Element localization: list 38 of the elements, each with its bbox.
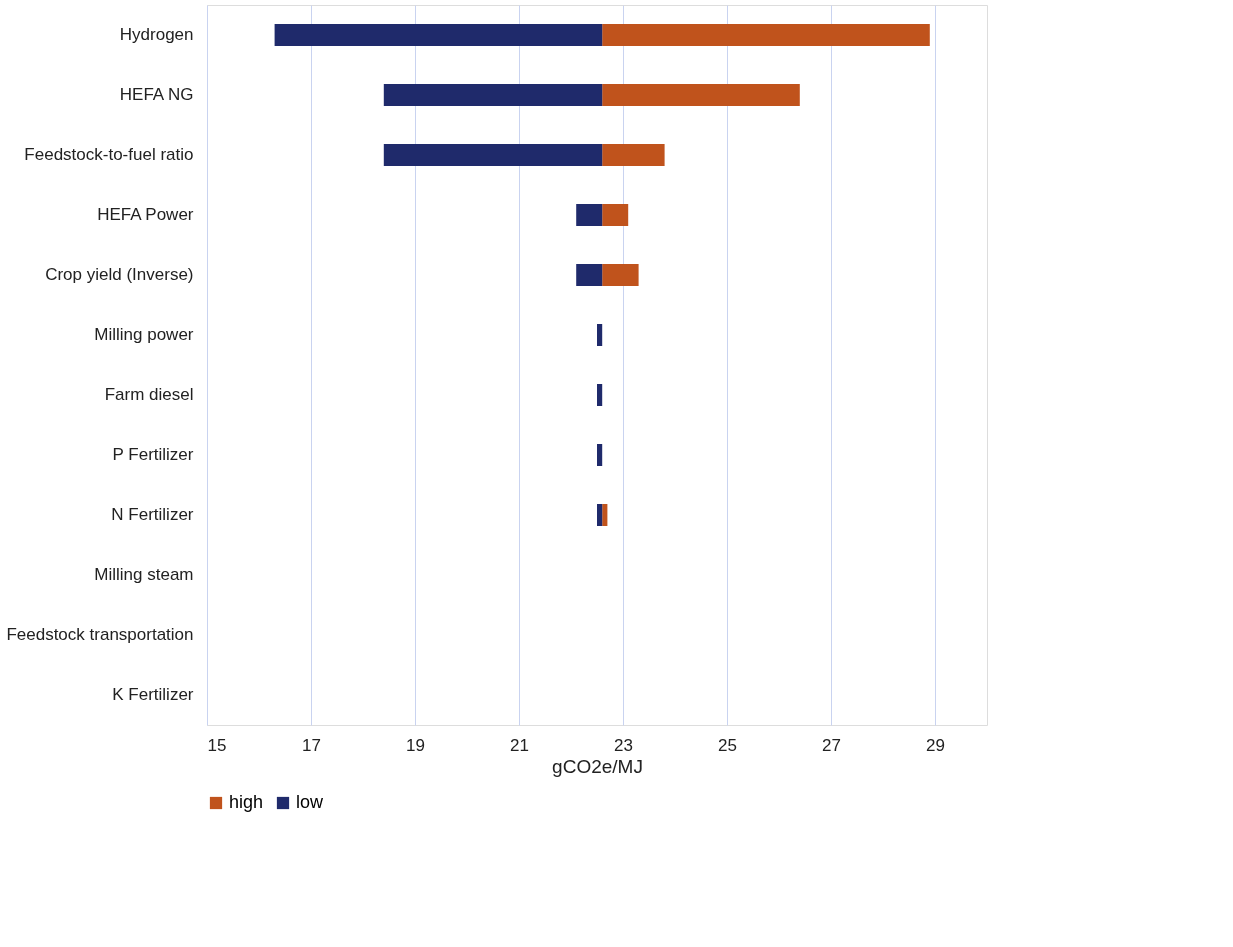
bar — [383, 144, 603, 166]
legend-label: high — [229, 792, 264, 812]
y-tick-label: Feedstock-to-fuel ratio — [24, 145, 194, 164]
x-tick-label: 29 — [926, 735, 945, 755]
bar — [602, 144, 665, 166]
bar — [576, 264, 603, 286]
y-tick-label: Milling power — [94, 325, 194, 344]
x-tick-label: 21 — [510, 735, 529, 755]
y-tick-label: Feedstock transportation — [6, 625, 194, 644]
y-tick-label: HEFA Power — [97, 205, 194, 224]
x-tick-label: 23 — [614, 735, 633, 755]
x-tick-label: 17 — [302, 735, 321, 755]
bar — [602, 504, 608, 526]
bar — [274, 24, 603, 46]
bar — [602, 24, 930, 46]
x-tick-label: 27 — [822, 735, 841, 755]
x-tick-label: 19 — [406, 735, 425, 755]
y-tick-label: N Fertilizer — [111, 505, 194, 524]
y-tick-label: Milling steam — [94, 565, 194, 584]
y-tick-label: Hydrogen — [119, 25, 194, 44]
y-tick-label: K Fertilizer — [112, 685, 194, 704]
bar — [597, 444, 603, 466]
bar — [597, 504, 603, 526]
x-tick-label: 15 — [207, 735, 227, 755]
bar — [383, 84, 603, 106]
x-tick-label: 25 — [718, 735, 737, 755]
bar — [576, 204, 603, 226]
bar — [597, 324, 603, 346]
bar — [602, 264, 639, 286]
bar — [602, 84, 800, 106]
y-tick-label: HEFA NG — [119, 85, 194, 104]
y-tick-label: Crop yield (Inverse) — [45, 265, 194, 284]
x-axis-title: gCO2e/MJ — [552, 755, 643, 777]
y-tick-label: P Fertilizer — [112, 445, 194, 464]
bar — [597, 384, 603, 406]
legend-label: low — [296, 792, 325, 812]
y-tick-label: Farm diesel — [104, 385, 194, 404]
bar — [602, 204, 629, 226]
